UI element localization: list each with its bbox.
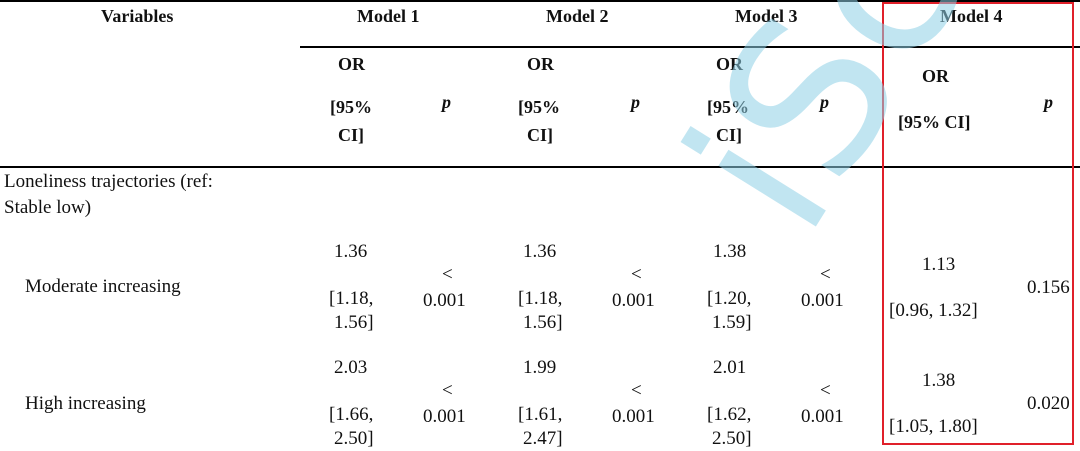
row1-m3-p2: 0.001 bbox=[801, 290, 844, 311]
row1-m1-ci1: [1.18, bbox=[329, 288, 374, 309]
header-ci-open-m1: [95% bbox=[330, 97, 372, 117]
row1-m3-or: 1.38 bbox=[713, 241, 747, 262]
header-ci-open-m3: [95% bbox=[707, 97, 749, 117]
header-ci-close-m2: CI] bbox=[527, 125, 553, 145]
header-or-m2: OR bbox=[527, 54, 554, 74]
row2-m4-ci: [1.05, 1.80] bbox=[889, 416, 978, 437]
row1-m1-p2: 0.001 bbox=[423, 290, 466, 311]
row2-m2-p2: 0.001 bbox=[612, 406, 655, 427]
header-p-m3: p bbox=[820, 92, 829, 112]
row2-m2-p1: < bbox=[631, 380, 642, 401]
row2-m3-ci1: [1.62, bbox=[707, 404, 752, 425]
row1-m1-p1: < bbox=[442, 264, 453, 285]
row1-m4-p: 0.156 bbox=[1027, 277, 1070, 298]
row2-m1-ci2: 2.50] bbox=[334, 428, 374, 449]
table-top-rule bbox=[0, 0, 1080, 2]
row2-m2-ci2: 2.47] bbox=[523, 428, 563, 449]
header-or-m4: OR bbox=[922, 66, 949, 86]
row1-m4-ci: [0.96, 1.32] bbox=[889, 300, 978, 321]
header-or-m3: OR bbox=[716, 54, 743, 74]
row1-m3-p1: < bbox=[820, 264, 831, 285]
section-label-line1: Loneliness trajectories (ref: bbox=[4, 171, 213, 192]
row2-m4-p: 0.020 bbox=[1027, 393, 1070, 414]
row1-m2-p2: 0.001 bbox=[612, 290, 655, 311]
header-ci-close-m3: CI] bbox=[716, 125, 742, 145]
row2-m1-p2: 0.001 bbox=[423, 406, 466, 427]
header-variables: Variables bbox=[101, 6, 174, 26]
row2-m1-ci1: [1.66, bbox=[329, 404, 374, 425]
header-model-3: Model 3 bbox=[735, 6, 798, 26]
header-model-2: Model 2 bbox=[546, 6, 609, 26]
header-p-m4: p bbox=[1044, 92, 1053, 112]
row2-m4-or: 1.38 bbox=[922, 370, 956, 391]
row2-m1-or: 2.03 bbox=[334, 357, 368, 378]
row2-m3-ci2: 2.50] bbox=[712, 428, 752, 449]
row-label-moderate: Moderate increasing bbox=[25, 276, 181, 297]
row1-m2-ci2: 1.56] bbox=[523, 312, 563, 333]
row2-m1-p1: < bbox=[442, 380, 453, 401]
row1-m4-or: 1.13 bbox=[922, 254, 956, 275]
header-bottom-rule bbox=[0, 166, 1080, 168]
row1-m2-p1: < bbox=[631, 264, 642, 285]
row1-m1-or: 1.36 bbox=[334, 241, 368, 262]
row2-m3-p1: < bbox=[820, 380, 831, 401]
model-4-highlight-box bbox=[882, 2, 1074, 445]
row1-m3-ci1: [1.20, bbox=[707, 288, 752, 309]
header-ci-open-m2: [95% bbox=[518, 97, 560, 117]
row1-m1-ci2: 1.56] bbox=[334, 312, 374, 333]
header-subrule bbox=[300, 46, 1080, 48]
section-label-line2: Stable low) bbox=[4, 197, 92, 218]
row1-m2-or: 1.36 bbox=[523, 241, 557, 262]
row2-m2-or: 1.99 bbox=[523, 357, 557, 378]
header-ci-m4: [95% CI] bbox=[898, 112, 971, 132]
header-p-m1: p bbox=[442, 92, 451, 112]
row1-m2-ci1: [1.18, bbox=[518, 288, 563, 309]
header-model-1: Model 1 bbox=[357, 6, 420, 26]
row2-m3-p2: 0.001 bbox=[801, 406, 844, 427]
row1-m3-ci2: 1.59] bbox=[712, 312, 752, 333]
row2-m2-ci1: [1.61, bbox=[518, 404, 563, 425]
row-label-high: High increasing bbox=[25, 393, 146, 414]
header-or-m1: OR bbox=[338, 54, 365, 74]
header-ci-close-m1: CI] bbox=[338, 125, 364, 145]
header-p-m2: p bbox=[631, 92, 640, 112]
header-model-4: Model 4 bbox=[940, 6, 1003, 26]
row2-m3-or: 2.01 bbox=[713, 357, 747, 378]
